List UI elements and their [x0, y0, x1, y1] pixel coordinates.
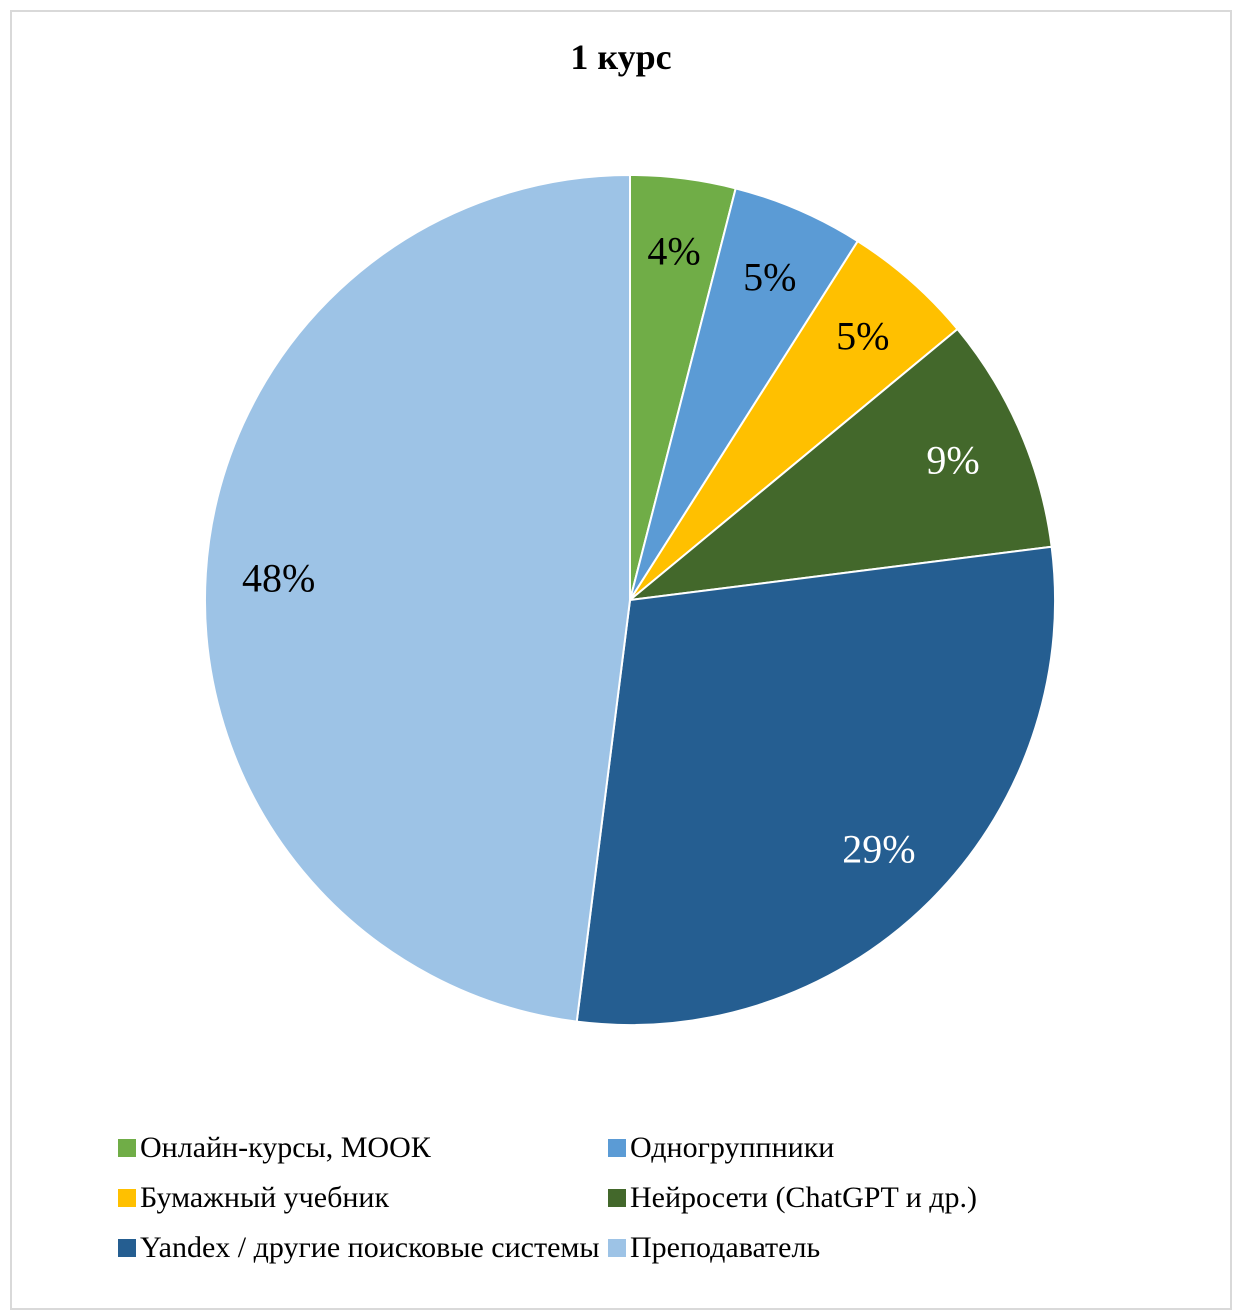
- pie-slice-label: 4%: [647, 228, 700, 273]
- legend-label: Бумажный учебник: [140, 1181, 390, 1214]
- pie-slice-label: 9%: [926, 438, 979, 483]
- pie-slice: [626, 327, 1053, 602]
- legend-swatch: [608, 1139, 626, 1157]
- legend-label: Одногруппники: [630, 1131, 835, 1164]
- pie-slice: [203, 173, 631, 1023]
- pie-slice-label: 5%: [743, 255, 796, 300]
- legend-swatch: [118, 1189, 136, 1207]
- legend-item-classmates: Одногруппники: [608, 1131, 834, 1165]
- legend-row: Бумажный учебник Нейросети (ChatGPT и др…: [118, 1173, 1118, 1223]
- legend-label: Преподаватель: [630, 1231, 821, 1264]
- legend-swatch: [118, 1239, 136, 1257]
- legend-item-online-courses: Онлайн-курсы, МООК: [118, 1131, 608, 1165]
- legend-row: Yandex / другие поисковые системы Препод…: [118, 1223, 1118, 1273]
- legend-swatch: [608, 1239, 626, 1257]
- legend-row: Онлайн-курсы, МООК Одногруппники: [118, 1123, 1118, 1173]
- legend-item-neural-networks: Нейросети (ChatGPT и др.): [608, 1181, 977, 1215]
- legend: Онлайн-курсы, МООК Одногруппники Бумажны…: [118, 1123, 1118, 1273]
- legend-label: Нейросети (ChatGPT и др.): [630, 1181, 978, 1214]
- legend-label: Yandex / другие поисковые системы: [140, 1231, 600, 1264]
- legend-item-teacher: Преподаватель: [608, 1231, 820, 1265]
- pie-slice-label: 29%: [842, 826, 915, 871]
- legend-swatch: [118, 1139, 136, 1157]
- pie-slice-label: 5%: [836, 314, 889, 359]
- legend-label: Онлайн-курсы, МООК: [140, 1131, 431, 1164]
- legend-item-search-engines: Yandex / другие поисковые системы: [118, 1231, 608, 1265]
- pie-slice: [575, 545, 1056, 1026]
- pie-chart: 4% 5% 5% 9% 29% 48%: [203, 173, 1056, 1026]
- legend-swatch: [608, 1189, 626, 1207]
- chart-title: 1 курс: [570, 37, 672, 77]
- pie-slice-label: 48%: [242, 555, 315, 600]
- legend-item-paper-textbook: Бумажный учебник: [118, 1181, 608, 1215]
